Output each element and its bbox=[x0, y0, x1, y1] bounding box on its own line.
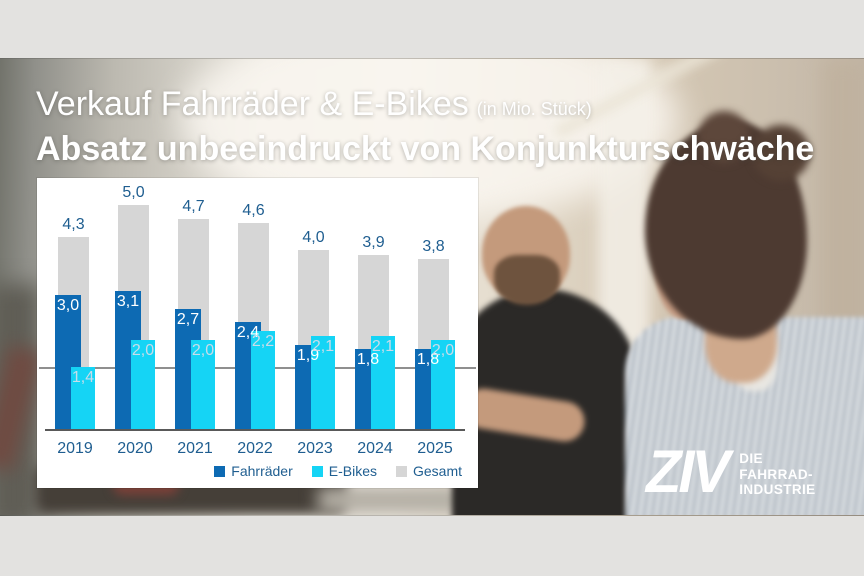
bar-e-bikes-2021 bbox=[191, 340, 215, 430]
chart-legend: Fahrräder E-Bikes Gesamt bbox=[214, 463, 462, 479]
legend-swatch-icon bbox=[395, 465, 407, 477]
bar-value-fahrräder-2022: 2,4 bbox=[236, 324, 260, 341]
bar-value-gesamt-2020: 5,0 bbox=[122, 184, 145, 201]
bar-value-fahrräder-2021: 2,7 bbox=[176, 310, 200, 328]
legend-swatch-icon bbox=[214, 465, 226, 477]
page-subtitle: Absatz unbeeindruckt von Konjunkturschwä… bbox=[36, 130, 815, 168]
bar-value-gesamt-2025: 3,8 bbox=[422, 238, 445, 255]
bar-value-e-bikes-2021: 2,0 bbox=[191, 342, 215, 359]
x-tick-2025: 2025 bbox=[417, 440, 453, 457]
bar-value-e-bikes-2022: 2,2 bbox=[251, 333, 275, 350]
bar-value-gesamt-2023: 4,0 bbox=[302, 229, 325, 246]
x-tick-2020: 2020 bbox=[117, 440, 153, 457]
bar-value-e-bikes-2019: 1,4 bbox=[71, 369, 95, 386]
background-photo bbox=[0, 58, 864, 516]
x-tick-2021: 2021 bbox=[177, 440, 213, 457]
bar-value-fahrräder-2019: 3,0 bbox=[56, 297, 80, 314]
photo-woman-curl bbox=[752, 125, 810, 181]
ziv-tagline: DIE FAHRRAD- INDUSTRIE bbox=[739, 451, 815, 498]
x-axis-line bbox=[45, 429, 465, 431]
ziv-tagline-line: DIE bbox=[739, 451, 763, 466]
bar-value-e-bikes-2023: 2,1 bbox=[311, 337, 335, 355]
ziv-tagline-line: FAHRRAD- bbox=[739, 466, 813, 482]
legend-swatch-icon bbox=[311, 465, 323, 477]
bar-value-fahrräder-2020: 3,1 bbox=[116, 292, 140, 310]
bar-value-gesamt-2019: 4,3 bbox=[62, 215, 85, 233]
bar-value-e-bikes-2024: 2,1 bbox=[371, 337, 395, 355]
bar-e-bikes-2020 bbox=[131, 340, 155, 430]
chart-panel: 3,0 3,1 2,7 2,4 1,9 1,8 1,8 1,4 2,0 2,0 2,2 2,1 2,1 2… bbox=[37, 178, 478, 488]
photo-woman-curl bbox=[698, 111, 750, 163]
bar-e-bikes-2025 bbox=[431, 340, 455, 430]
bar-value-gesamt-2024: 3,9 bbox=[362, 233, 385, 251]
bar-value-fahrräder-2023: 1,9 bbox=[296, 346, 320, 364]
legend-item-fahrräder: Fahrräder bbox=[214, 463, 293, 479]
ziv-logo: ZIV DIE FAHRRAD- INDUSTRIE bbox=[646, 437, 816, 506]
bar-value-fahrräder-2024: 1,8 bbox=[356, 351, 380, 368]
ziv-tagline-line: INDUSTRIE bbox=[739, 482, 816, 497]
photo-man-beard bbox=[494, 255, 560, 305]
title-block: Verkauf Fahrräder & E-Bikes (in Mio. Stüc… bbox=[36, 84, 814, 169]
legend-label: E-Bikes bbox=[328, 463, 377, 479]
bar-value-e-bikes-2025: 2,0 bbox=[431, 342, 455, 359]
bar-value-fahrräder-2025: 1,8 bbox=[416, 351, 440, 368]
x-tick-2024: 2024 bbox=[357, 440, 393, 457]
bar-e-bikes-2019 bbox=[71, 367, 95, 430]
bar-e-bikes-2024 bbox=[371, 335, 395, 430]
title-unit-suffix: (in Mio. Stück) bbox=[476, 99, 592, 119]
legend-label: Fahrräder bbox=[231, 463, 293, 479]
ziv-brand-text: ZIV bbox=[646, 437, 730, 506]
title-main: Verkauf Fahrräder & E-Bikes bbox=[36, 85, 469, 123]
bar-value-gesamt-2022: 4,6 bbox=[242, 202, 265, 219]
bar-e-bikes-2022 bbox=[251, 331, 275, 430]
x-tick-2023: 2023 bbox=[297, 440, 333, 457]
page-title: Verkauf Fahrräder & E-Bikes (in Mio. Stüc… bbox=[36, 84, 814, 129]
legend-label: Gesamt bbox=[412, 463, 462, 479]
bar-value-gesamt-2021: 4,7 bbox=[182, 197, 205, 215]
bar-e-bikes-2023 bbox=[311, 335, 335, 430]
legend-item-gesamt: Gesamt bbox=[395, 463, 462, 479]
x-tick-2022: 2022 bbox=[237, 440, 273, 457]
bar-value-e-bikes-2020: 2,0 bbox=[131, 342, 155, 359]
plot-area: 3,0 3,1 2,7 2,4 1,9 1,8 1,8 1,4 2,0 2,0 2,2 2,1 2,1 2… bbox=[37, 178, 478, 488]
legend-item-e-bikes: E-Bikes bbox=[311, 463, 377, 479]
x-tick-2019: 2019 bbox=[57, 440, 93, 457]
